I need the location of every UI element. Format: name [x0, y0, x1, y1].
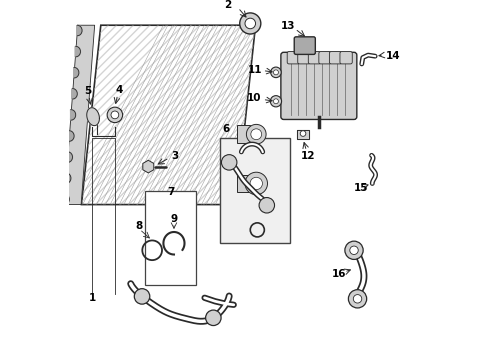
Circle shape — [259, 198, 274, 213]
Polygon shape — [69, 131, 74, 141]
FancyBboxPatch shape — [329, 51, 342, 64]
Bar — [220, 138, 290, 243]
Polygon shape — [77, 25, 82, 36]
Circle shape — [251, 129, 262, 140]
Text: 16: 16 — [332, 269, 346, 279]
Text: 9: 9 — [171, 213, 177, 224]
Text: 3: 3 — [171, 151, 178, 161]
Circle shape — [206, 310, 221, 325]
Circle shape — [111, 111, 119, 119]
Polygon shape — [81, 25, 256, 204]
Polygon shape — [75, 46, 80, 57]
FancyBboxPatch shape — [294, 37, 316, 54]
Polygon shape — [71, 109, 75, 120]
Polygon shape — [64, 25, 95, 204]
Text: 12: 12 — [301, 151, 316, 161]
Text: 14: 14 — [386, 51, 400, 61]
Circle shape — [273, 99, 278, 104]
Bar — [237, 125, 250, 143]
Circle shape — [348, 290, 367, 308]
Circle shape — [245, 18, 256, 29]
FancyBboxPatch shape — [298, 51, 310, 64]
Bar — [145, 190, 196, 285]
Text: 4: 4 — [116, 85, 123, 95]
Bar — [237, 175, 250, 192]
Polygon shape — [87, 108, 99, 126]
Circle shape — [300, 131, 306, 136]
Text: 1: 1 — [88, 293, 96, 303]
Text: 10: 10 — [247, 94, 261, 103]
Polygon shape — [297, 130, 309, 139]
Circle shape — [240, 13, 261, 34]
Circle shape — [246, 125, 266, 144]
FancyBboxPatch shape — [287, 51, 299, 64]
Circle shape — [250, 177, 263, 190]
Circle shape — [245, 172, 268, 195]
Polygon shape — [74, 67, 79, 78]
Text: 2: 2 — [224, 0, 231, 10]
FancyBboxPatch shape — [308, 51, 320, 64]
Circle shape — [273, 70, 278, 75]
Circle shape — [221, 155, 237, 170]
Circle shape — [350, 246, 358, 255]
Circle shape — [107, 107, 122, 123]
Text: 15: 15 — [354, 183, 368, 193]
Circle shape — [270, 67, 281, 78]
Polygon shape — [66, 173, 71, 184]
Text: 8: 8 — [136, 221, 143, 231]
Text: 6: 6 — [222, 123, 230, 134]
Polygon shape — [64, 194, 69, 204]
Polygon shape — [143, 160, 154, 173]
Circle shape — [345, 241, 363, 260]
Text: 13: 13 — [281, 21, 295, 31]
Polygon shape — [68, 152, 73, 162]
Text: 7: 7 — [168, 187, 175, 197]
FancyBboxPatch shape — [281, 52, 357, 120]
Circle shape — [134, 289, 150, 304]
FancyBboxPatch shape — [340, 51, 352, 64]
Text: 11: 11 — [247, 64, 262, 75]
FancyBboxPatch shape — [319, 51, 331, 64]
Polygon shape — [72, 89, 77, 99]
Circle shape — [270, 96, 282, 107]
Text: 5: 5 — [84, 86, 92, 96]
Circle shape — [353, 294, 362, 303]
